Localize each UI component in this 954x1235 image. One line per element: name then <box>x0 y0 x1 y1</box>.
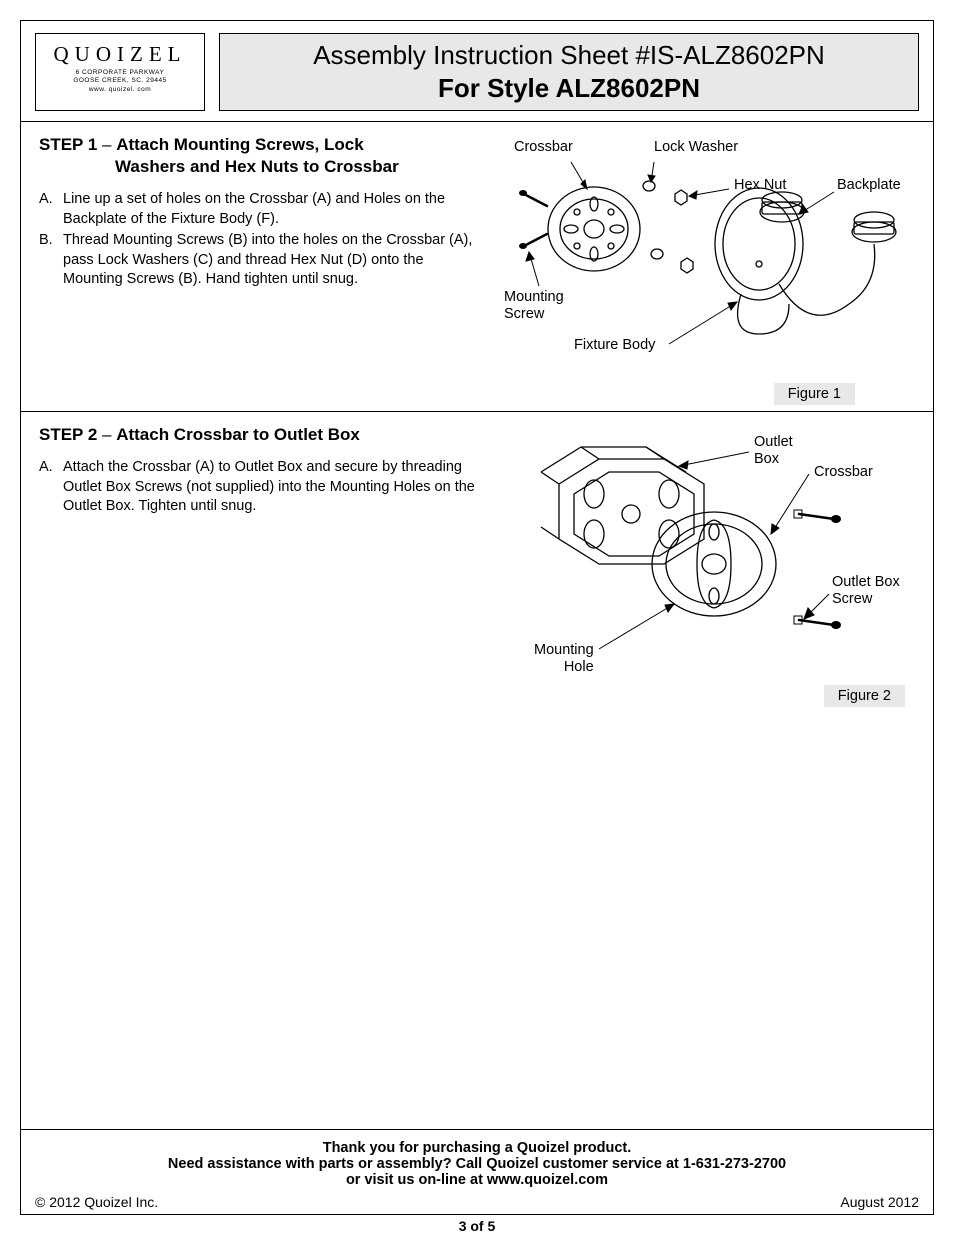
figure1-svg <box>479 134 909 374</box>
title-box: Assembly Instruction Sheet #IS-ALZ8602PN… <box>219 33 919 111</box>
c2-outletboxscrew: Outlet Box Screw <box>832 574 900 607</box>
step1-list: A.Line up a set of holes on the Crossbar… <box>39 190 479 290</box>
title-line2: For Style ALZ8602PN <box>230 73 908 104</box>
title-line1: Assembly Instruction Sheet #IS-ALZ8602PN <box>230 40 908 71</box>
step2-title: STEP 2 – Attach Crossbar to Outlet Box <box>39 424 479 446</box>
page-number: 3 of 5 <box>21 1218 933 1234</box>
step1-item-b: B.Thread Mounting Screws (B) into the ho… <box>39 231 479 290</box>
logo-box: QUOIZEL 6 CORPORATE PARKWAY GOOSE CREEK,… <box>35 33 205 111</box>
step2-item-a: A.Attach the Crossbar (A) to Outlet Box … <box>39 458 479 517</box>
brand-addr: 6 CORPORATE PARKWAY GOOSE CREEK, SC. 294… <box>42 69 198 94</box>
step1-title: STEP 1 – Attach Mounting Screws, Lock Wa… <box>39 134 479 178</box>
page-frame: QUOIZEL 6 CORPORATE PARKWAY GOOSE CREEK,… <box>20 20 934 1215</box>
footer-copyright: © 2012 Quoizel Inc. <box>35 1194 158 1210</box>
footer-l2: Need assistance with parts or assembly? … <box>35 1156 919 1172</box>
c-mountingscrew: Mounting Screw <box>504 289 564 322</box>
c2-crossbar: Crossbar <box>814 464 873 481</box>
c-hexnut: Hex Nut <box>734 177 786 194</box>
c-backplate: Backplate <box>837 177 901 194</box>
header-row: QUOIZEL 6 CORPORATE PARKWAY GOOSE CREEK,… <box>21 21 933 121</box>
step2-text: STEP 2 – Attach Crossbar to Outlet Box A… <box>39 424 479 707</box>
brand-name: QUOIZEL <box>42 42 198 67</box>
figure2-label: Figure 2 <box>824 685 905 707</box>
c-fixturebody: Fixture Body <box>574 337 655 354</box>
c-crossbar: Crossbar <box>514 139 573 156</box>
footer-meta: © 2012 Quoizel Inc. August 2012 <box>35 1194 919 1210</box>
footer-l1: Thank you for purchasing a Quoizel produ… <box>35 1140 919 1156</box>
c-lockwasher: Lock Washer <box>654 139 738 156</box>
c2-outletbox: Outlet Box <box>754 434 793 467</box>
c2-mountinghole: Mounting Hole <box>534 642 594 675</box>
footer-box: Thank you for purchasing a Quoizel produ… <box>21 1129 933 1214</box>
step2-block: STEP 2 – Attach Crossbar to Outlet Box A… <box>21 411 933 721</box>
step1-block: STEP 1 – Attach Mounting Screws, Lock Wa… <box>21 121 933 411</box>
step1-text: STEP 1 – Attach Mounting Screws, Lock Wa… <box>39 134 479 397</box>
figure1-label: Figure 1 <box>774 383 855 405</box>
step2-figure: Outlet Box Crossbar Outlet Box Screw Mou… <box>479 424 915 707</box>
footer-date: August 2012 <box>840 1194 919 1210</box>
step2-list: A.Attach the Crossbar (A) to Outlet Box … <box>39 458 479 517</box>
step1-figure: Crossbar Lock Washer Hex Nut Backplate M… <box>479 134 915 397</box>
footer-l3: or visit us on-line at www.quoizel.com <box>35 1172 919 1188</box>
step1-item-a: A.Line up a set of holes on the Crossbar… <box>39 190 479 229</box>
